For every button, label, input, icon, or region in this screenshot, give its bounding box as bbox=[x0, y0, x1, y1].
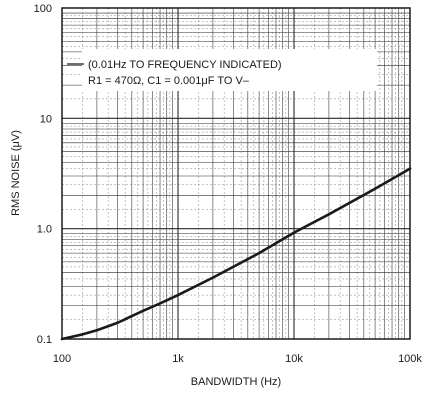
y-tick-label: 100 bbox=[34, 3, 52, 15]
plot-frame bbox=[61, 7, 411, 340]
y-tick-label: 10 bbox=[40, 113, 52, 125]
data-point bbox=[95, 329, 99, 332]
data-point bbox=[158, 302, 162, 305]
series-line-0 bbox=[60, 167, 412, 341]
data-point bbox=[327, 213, 331, 216]
annotation: (0.01Hz TO FREQUENCY INDICATED) R1 = 470… bbox=[67, 49, 377, 91]
data-point bbox=[176, 293, 180, 297]
y-axis-label: RMS NOISE (μV) bbox=[10, 130, 22, 216]
annotation-line-1: (0.01Hz TO FREQUENCY INDICATED) bbox=[88, 59, 282, 71]
x-axis-label: BANDWIDTH (Hz) bbox=[191, 376, 281, 388]
grid bbox=[62, 8, 410, 339]
data-point bbox=[292, 231, 296, 234]
y-tick-label: 1.0 bbox=[37, 224, 52, 236]
annotation-background bbox=[82, 49, 377, 91]
data-point bbox=[257, 251, 261, 255]
x-tick-label: 100k bbox=[398, 353, 422, 365]
x-tick-label: 10k bbox=[285, 353, 303, 365]
data-point bbox=[373, 187, 377, 190]
data-point bbox=[211, 276, 215, 279]
series bbox=[60, 167, 412, 341]
tick-labels: 100 1k 10k 100k 0.1 1.0 10 100 bbox=[34, 3, 423, 365]
data-point bbox=[116, 321, 119, 325]
data-point bbox=[141, 309, 145, 313]
y-tick-label: 0.1 bbox=[37, 334, 52, 346]
annotation-line-2: R1 = 470Ω, C1 = 0.001μF TO V– bbox=[88, 75, 250, 87]
x-tick-label: 100 bbox=[53, 353, 71, 365]
data-point bbox=[81, 333, 84, 336]
x-tick-label: 1k bbox=[172, 353, 184, 365]
